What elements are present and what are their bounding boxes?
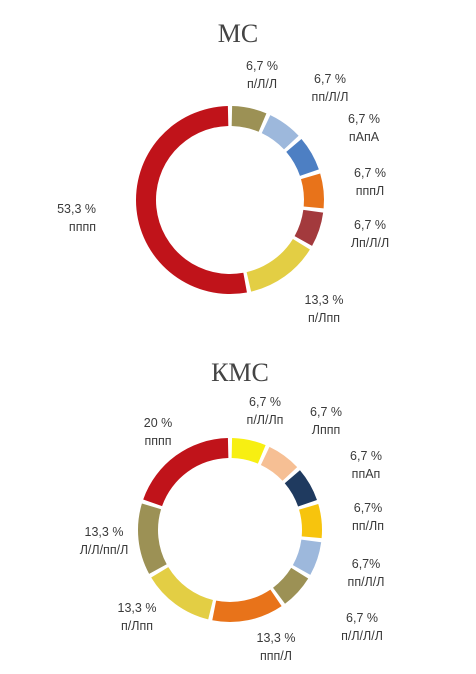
slice-percent-label: 13,3 % [118, 601, 157, 615]
slice-category-label: Лп/Л/Л [351, 236, 389, 250]
slice-percent-label: 13,3 % [85, 525, 124, 539]
donut-slice-4 [294, 209, 324, 246]
donut-slice-6 [212, 589, 282, 622]
slice-category-label: п/Лпп [308, 311, 340, 325]
donut-slice-1 [260, 446, 298, 481]
slice-category-label: Л/Л/пп/Л [80, 543, 129, 557]
slice-category-label: пАпА [349, 130, 380, 144]
slice-category-label: пппп [144, 434, 171, 448]
slice-percent-label: 6,7 % [348, 112, 380, 126]
slice-category-label: п/Лпп [121, 619, 153, 633]
slice-category-label: пп/Л/Л [348, 575, 385, 589]
donut-slice-1 [261, 115, 299, 150]
donut-slice-6 [135, 106, 247, 295]
donut-slice-5 [273, 567, 309, 604]
slice-percent-label: 20 % [144, 416, 173, 430]
slice-category-label: пппп [69, 220, 96, 234]
slice-percent-label: 6,7 % [246, 59, 278, 73]
donut-chart-ms [135, 106, 324, 295]
slice-category-label: пп/Л/Л [312, 90, 349, 104]
slice-percent-label: 6,7 % [249, 395, 281, 409]
slice-percent-label: 6,7 % [350, 449, 382, 463]
donut-slice-3 [299, 504, 322, 539]
slice-category-label: п/Л/Лп [247, 413, 284, 427]
donut-slice-7 [151, 567, 213, 620]
slice-percent-label: 53,3 % [57, 202, 96, 216]
slice-percent-label: 13,3 % [257, 631, 296, 645]
labels-kms: 6,7 % п/Л/Лп 6,7 % Лппп 6,7 % ппАп 6,7% пп/Лп 6,… [80, 395, 385, 663]
chart-title-kms: КМС [211, 358, 269, 387]
slice-category-label: пп/Лп [352, 519, 384, 533]
donut-slice-5 [246, 238, 310, 292]
donut-slice-8 [138, 503, 167, 574]
slice-percent-label: 6,7% [352, 557, 381, 571]
slice-category-label: пппЛ [356, 184, 385, 198]
slice-percent-label: 6,7 % [354, 166, 386, 180]
slice-percent-label: 6,7 % [346, 611, 378, 625]
donut-slice-9 [143, 438, 229, 507]
slice-category-label: Лппп [312, 423, 341, 437]
slice-percent-label: 6,7 % [314, 72, 346, 86]
donut-chart-kms [138, 438, 322, 622]
donut-slice-0 [231, 106, 267, 132]
slice-percent-label: 6,7 % [354, 218, 386, 232]
donut-slice-2 [284, 470, 317, 507]
slice-percent-label: 13,3 % [305, 293, 344, 307]
slice-category-label: ппАп [352, 467, 381, 481]
donut-slice-3 [300, 173, 324, 209]
donut-slice-2 [286, 138, 319, 176]
slice-category-label: п/Л/Л [247, 77, 277, 91]
slice-percent-label: 6,7% [354, 501, 383, 515]
slice-category-label: ппп/Л [260, 649, 292, 663]
donut-slice-0 [231, 438, 266, 464]
slice-percent-label: 6,7 % [310, 405, 342, 419]
donut-slice-4 [292, 539, 322, 575]
slice-category-label: п/Л/Л/Л [341, 629, 383, 643]
chart-title-ms: МС [218, 19, 258, 48]
labels-ms: 6,7 % п/Л/Л 6,7 % пп/Л/Л 6,7 % пАпА 6,7 % пппЛ 6… [57, 59, 389, 325]
